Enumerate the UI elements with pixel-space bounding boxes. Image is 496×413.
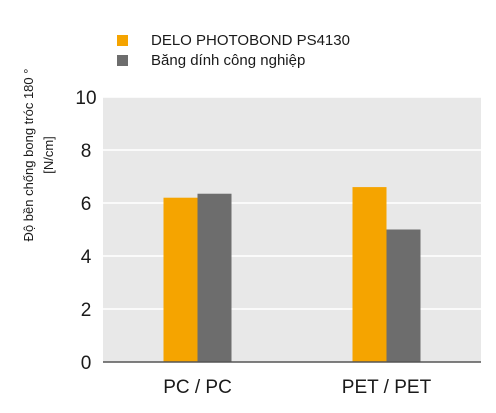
y-axis-label-line-1: Độ bền chống bong tróc 180 ° xyxy=(21,69,36,242)
y-axis-label-line-2: [N/cm] xyxy=(41,136,56,174)
y-tick-label-0: 0 xyxy=(81,353,92,374)
bar-delo-0 xyxy=(163,197,198,362)
legend-label-delo: DELO PHOTOBOND PS4130 xyxy=(151,32,350,49)
legend-swatch-industrial-tape xyxy=(117,55,128,66)
y-axis-ticks: 0 2 4 6 8 10 xyxy=(75,88,96,374)
legend-label-industrial-tape: Băng dính công nghiệp xyxy=(151,52,305,69)
bar-industrial-tape-0 xyxy=(197,193,232,362)
bar-delo-1 xyxy=(352,187,387,362)
y-tick-label-8: 8 xyxy=(81,141,92,162)
y-axis-label: Độ bền chống bong tróc 180 ° [N/cm] xyxy=(21,69,56,242)
bars xyxy=(163,187,421,362)
y-tick-label-2: 2 xyxy=(81,300,92,321)
y-tick-label-4: 4 xyxy=(81,247,92,268)
x-category-label-0: PC / PC xyxy=(163,377,232,398)
plot-area xyxy=(103,97,481,362)
y-tick-label-10: 10 xyxy=(75,88,96,109)
legend: DELO PHOTOBOND PS4130 Băng dính công ngh… xyxy=(117,32,350,69)
y-tick-label-6: 6 xyxy=(81,194,92,215)
bar-industrial-tape-1 xyxy=(386,229,421,362)
x-category-label-1: PET / PET xyxy=(342,377,432,398)
x-axis-categories: PC / PC PET / PET xyxy=(163,377,431,398)
legend-swatch-delo xyxy=(117,35,128,46)
